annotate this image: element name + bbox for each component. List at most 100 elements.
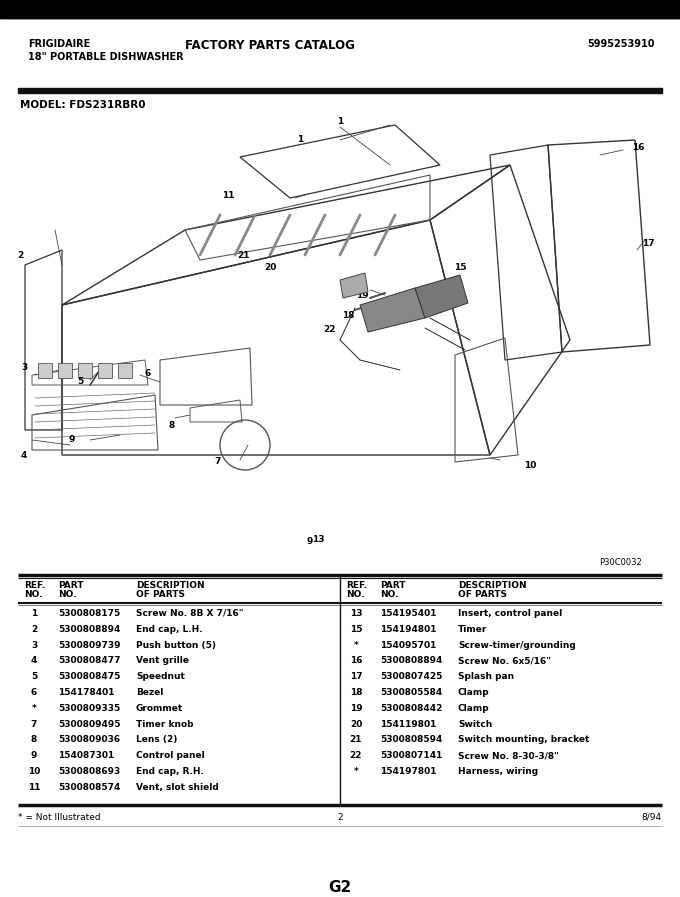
Text: 13: 13 (311, 536, 324, 544)
Text: Control panel: Control panel (136, 751, 205, 760)
Text: Vent grille: Vent grille (136, 657, 189, 666)
Polygon shape (360, 288, 425, 332)
Text: *: * (354, 767, 358, 776)
Text: OF PARTS: OF PARTS (458, 590, 507, 599)
Text: Splash pan: Splash pan (458, 672, 514, 681)
Text: 16: 16 (350, 657, 362, 666)
Text: Screw-timer/grounding: Screw-timer/grounding (458, 640, 576, 649)
Text: 4: 4 (31, 657, 37, 666)
Text: 19: 19 (356, 292, 369, 300)
Text: 154178401: 154178401 (58, 688, 114, 697)
Text: 7: 7 (215, 457, 221, 466)
Text: 154119801: 154119801 (380, 719, 437, 728)
Text: Harness, wiring: Harness, wiring (458, 767, 538, 776)
Text: 8: 8 (169, 422, 175, 431)
Text: 20: 20 (350, 719, 362, 728)
Text: 11: 11 (222, 190, 234, 199)
Text: 5300808894: 5300808894 (380, 657, 443, 666)
Text: P30C0032: P30C0032 (599, 558, 642, 567)
Text: End cap, L.H.: End cap, L.H. (136, 625, 203, 634)
Text: 5300808594: 5300808594 (380, 736, 443, 745)
Text: 2: 2 (337, 813, 343, 822)
Text: End cap, R.H.: End cap, R.H. (136, 767, 204, 776)
Text: 5995253910: 5995253910 (588, 39, 655, 49)
Text: MODEL: FDS231RBR0: MODEL: FDS231RBR0 (20, 100, 146, 110)
Text: 154087301: 154087301 (58, 751, 114, 760)
Text: 5300808475: 5300808475 (58, 672, 120, 681)
Text: REF.: REF. (346, 581, 367, 590)
Text: Screw No. 6x5/16": Screw No. 6x5/16" (458, 657, 551, 666)
Text: G2: G2 (328, 880, 352, 895)
Text: Timer knob: Timer knob (136, 719, 194, 728)
Text: 9: 9 (307, 537, 313, 546)
Text: 5300808175: 5300808175 (58, 609, 120, 618)
Text: 9: 9 (31, 751, 37, 760)
Text: * = Not Illustrated: * = Not Illustrated (18, 813, 101, 822)
Text: 18: 18 (342, 311, 354, 320)
Bar (78, 363, 92, 378)
Text: 7: 7 (31, 719, 37, 728)
Text: 5: 5 (31, 672, 37, 681)
Text: *: * (32, 704, 36, 713)
Text: Insert, control panel: Insert, control panel (458, 609, 562, 618)
Text: 17: 17 (642, 239, 654, 248)
Text: 20: 20 (264, 264, 276, 273)
Bar (98, 363, 112, 378)
Text: 2: 2 (17, 250, 23, 259)
Text: 1: 1 (31, 609, 37, 618)
Text: 16: 16 (632, 143, 644, 152)
Text: NO.: NO. (58, 590, 76, 599)
Text: Push button (5): Push button (5) (136, 640, 216, 649)
Text: 8/94: 8/94 (642, 813, 662, 822)
Text: PART: PART (380, 581, 405, 590)
Text: PART: PART (58, 581, 84, 590)
Text: 18: 18 (350, 688, 362, 697)
Text: 5300808477: 5300808477 (58, 657, 120, 666)
Text: 13: 13 (350, 609, 362, 618)
Text: 10: 10 (28, 767, 40, 776)
Text: 154197801: 154197801 (380, 767, 437, 776)
Text: 154195401: 154195401 (380, 609, 437, 618)
Text: 5300809036: 5300809036 (58, 736, 120, 745)
Text: 22: 22 (324, 326, 336, 335)
Text: 5300808442: 5300808442 (380, 704, 443, 713)
Text: OF PARTS: OF PARTS (136, 590, 185, 599)
Text: 15: 15 (454, 264, 466, 273)
Text: 2: 2 (31, 625, 37, 634)
Text: 4: 4 (21, 450, 27, 459)
Text: 3: 3 (31, 640, 37, 649)
Text: 154194801: 154194801 (380, 625, 437, 634)
Text: REF.: REF. (24, 581, 45, 590)
Text: Switch: Switch (458, 719, 492, 728)
Text: Screw No. 8B X 7/16": Screw No. 8B X 7/16" (136, 609, 243, 618)
Text: NO.: NO. (380, 590, 398, 599)
Text: FRIGIDAIRE: FRIGIDAIRE (28, 39, 90, 49)
Text: Bezel: Bezel (136, 688, 163, 697)
Bar (18, 88, 662, 93)
Bar (118, 363, 132, 378)
Text: 15: 15 (350, 625, 362, 634)
Text: Timer: Timer (458, 625, 488, 634)
Text: 21: 21 (350, 736, 362, 745)
Text: 5300808693: 5300808693 (58, 767, 120, 776)
Polygon shape (415, 275, 468, 318)
Text: 5300809495: 5300809495 (58, 719, 120, 728)
Text: 5300809335: 5300809335 (58, 704, 120, 713)
Text: 5300807141: 5300807141 (380, 751, 443, 760)
Polygon shape (340, 273, 368, 298)
Text: 9: 9 (69, 436, 75, 445)
Text: 5300808574: 5300808574 (58, 783, 120, 792)
Text: 1: 1 (297, 135, 303, 144)
Text: 22: 22 (350, 751, 362, 760)
Text: 3: 3 (21, 363, 27, 372)
Text: 6: 6 (145, 369, 151, 378)
Text: Screw No. 8-30-3/8": Screw No. 8-30-3/8" (458, 751, 559, 760)
Bar (38, 363, 52, 378)
Text: Clamp: Clamp (458, 688, 490, 697)
Text: 5300809739: 5300809739 (58, 640, 120, 649)
Text: 1: 1 (337, 118, 343, 126)
Text: 18" PORTABLE DISHWASHER: 18" PORTABLE DISHWASHER (28, 52, 184, 62)
Text: 8: 8 (31, 736, 37, 745)
Text: 5300805584: 5300805584 (380, 688, 442, 697)
Text: 21: 21 (237, 250, 250, 259)
